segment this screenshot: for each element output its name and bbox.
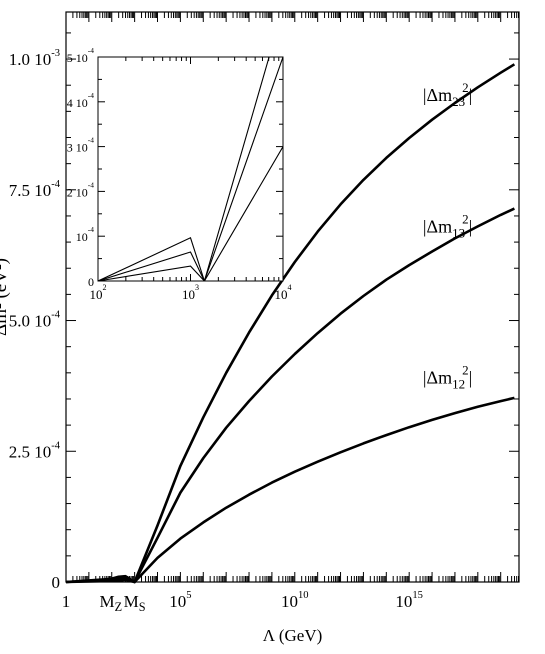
inset-y-tick-label: 0 <box>88 275 94 289</box>
inset-y-tick-label: 3 10-4 <box>67 136 94 155</box>
inset-x-tick-label: 103 <box>182 283 199 302</box>
x-tick-label: 1010 <box>281 590 309 611</box>
inset-series-line-2 <box>98 146 283 281</box>
inset-x-tick-label: 102 <box>89 283 106 302</box>
series-label-1: |Δm132| <box>423 212 472 241</box>
inset-plot-area: 102 103 104 0 10-4 2 10-4 3 10-4 4 10-4 5 10-4 <box>67 46 292 302</box>
y-tick-label: 7.5 10-4 <box>9 179 61 200</box>
x-tick-label: 1 <box>62 592 71 611</box>
x-tick-label: MS <box>124 592 146 614</box>
y-tick-label: 2.5 10-4 <box>9 440 61 461</box>
series-label-2: |Δm122| <box>423 362 472 391</box>
y-tick-label: 5.0 10-4 <box>9 310 61 331</box>
inset-series-line-0 <box>98 57 270 281</box>
inset-x-tick-label: 104 <box>274 283 291 302</box>
x-axis-label: Λ (GeV) <box>263 626 323 645</box>
inset-series-line-1 <box>98 57 283 281</box>
inset-y-tick-label: 2 10-4 <box>67 180 94 199</box>
x-tick-label: MZ <box>100 592 123 614</box>
series-label-0: |Δm232| <box>423 80 472 109</box>
main-plot-area: 1 MZ MS 105 1010 1015 0 2.5 10-4 5.0 10-4 7.5 10-… <box>0 11 520 645</box>
y-tick-label: 0 <box>52 573 61 592</box>
inset-y-tick-label: 10-4 <box>76 225 94 244</box>
y-tick-label: 1.0 10-3 <box>9 48 60 69</box>
series-line-2 <box>65 396 515 584</box>
y-axis-label: Δm² (eV²) <box>0 258 11 336</box>
x-tick-label: 105 <box>169 590 191 611</box>
inset-y-tick-label: 4 10-4 <box>67 91 94 110</box>
inset-frame <box>97 56 284 282</box>
inset-y-tick-label: 5 10-4 <box>67 46 94 65</box>
x-tick-label: 1015 <box>395 590 423 611</box>
